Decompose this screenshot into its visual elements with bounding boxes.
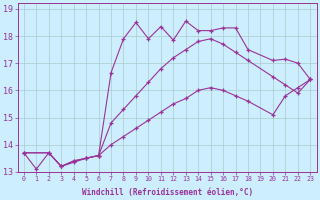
X-axis label: Windchill (Refroidissement éolien,°C): Windchill (Refroidissement éolien,°C) xyxy=(82,188,253,197)
